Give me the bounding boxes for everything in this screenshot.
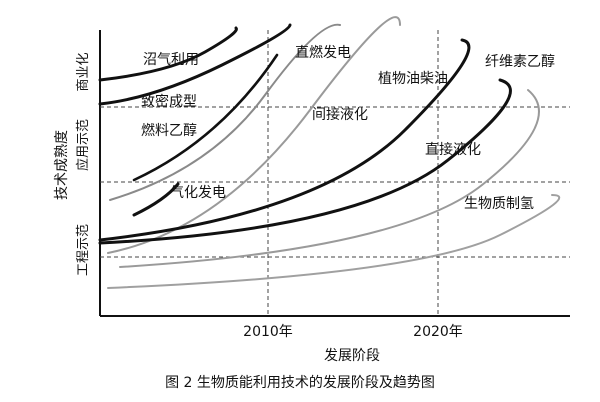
y-level-label: 应用示范 (75, 119, 91, 171)
y-level-label: 商业化 (76, 52, 91, 91)
series-line-纤维素乙醇 (98, 78, 512, 245)
series-line-气化发电 (132, 182, 180, 217)
series-line-植物油柴油 (98, 38, 471, 242)
series-line-致密成型 (98, 23, 292, 106)
chart-area: 沼气利用 致密成型 燃料乙醇 直燃发电 气化发电 间接液化 植物油柴油 纤维素乙… (54, 16, 570, 364)
series-line-直接液化 (119, 89, 540, 268)
series-label: 纤维素乙醇 (485, 53, 555, 70)
series-label: 气化发电 (170, 185, 226, 201)
y-axis-title: 技术成熟度 (54, 130, 70, 200)
x-axis-title: 发展阶段 (324, 348, 380, 364)
series-lines (98, 16, 561, 289)
figure-caption: 图 2 生物质能利用技术的发展阶段及趋势图 (165, 375, 435, 391)
series-label: 致密成型 (141, 93, 197, 110)
series-label: 燃料乙醇 (141, 122, 197, 139)
series-label: 直燃发电 (295, 44, 351, 61)
series-line-直燃发电 (132, 53, 279, 182)
series-line-生物质制氢 (107, 194, 561, 289)
series-label: 直接液化 (425, 141, 481, 158)
series-label: 植物油柴油 (378, 71, 448, 87)
series-labels: 沼气利用 致密成型 燃料乙醇 直燃发电 气化发电 间接液化 植物油柴油 纤维素乙… (141, 44, 555, 212)
series-label: 间接液化 (312, 106, 368, 123)
grid (100, 30, 570, 316)
series-label: 沼气利用 (143, 52, 199, 68)
series-line-燃料乙醇 (109, 23, 341, 201)
series-line-沼气利用 (98, 26, 238, 82)
x-tick-label: 2020年 (413, 324, 463, 340)
x-tick-label: 2010年 (243, 324, 293, 340)
y-level-label: 工程示范 (76, 224, 91, 276)
series-label: 生物质制氢 (464, 196, 534, 212)
series-line-间接液化 (107, 16, 401, 254)
